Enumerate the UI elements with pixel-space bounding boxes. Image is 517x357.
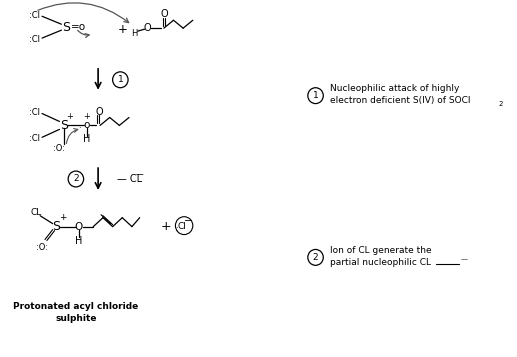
- Text: 1: 1: [117, 75, 123, 84]
- Text: O: O: [95, 106, 103, 116]
- Text: :Cl: :Cl: [29, 134, 40, 143]
- Text: 2: 2: [498, 101, 503, 107]
- Text: O: O: [160, 9, 168, 19]
- Text: Cl: Cl: [178, 222, 187, 231]
- Text: +: +: [160, 220, 171, 233]
- Text: =o: =o: [71, 22, 86, 32]
- Text: 2: 2: [73, 175, 79, 183]
- Text: :Cl: :Cl: [29, 35, 40, 44]
- Text: :: :: [175, 226, 177, 232]
- Text: +: +: [117, 23, 127, 36]
- Text: H: H: [75, 236, 83, 246]
- Text: CL: CL: [31, 208, 42, 217]
- Text: O: O: [74, 222, 83, 232]
- Text: Nucleophilic attack of highly: Nucleophilic attack of highly: [330, 84, 460, 93]
- Text: partial nucleophilic CL: partial nucleophilic CL: [330, 258, 431, 267]
- Text: :Cl: :Cl: [29, 11, 40, 20]
- Text: S: S: [62, 21, 70, 34]
- Text: H: H: [83, 134, 90, 144]
- Text: S: S: [60, 119, 68, 132]
- Text: sulphite: sulphite: [55, 315, 97, 323]
- Text: —: —: [461, 256, 467, 262]
- Text: −: −: [184, 216, 192, 226]
- Text: — CL: — CL: [117, 174, 143, 184]
- Text: :O:: :O:: [53, 144, 66, 153]
- Text: O: O: [144, 23, 151, 33]
- Text: Ion of CL generate the: Ion of CL generate the: [330, 246, 432, 255]
- Text: 2: 2: [313, 253, 318, 262]
- Text: —: —: [136, 171, 144, 180]
- Text: +: +: [58, 213, 66, 222]
- Text: Protonated acyl chloride: Protonated acyl chloride: [13, 302, 139, 312]
- Text: electron deficient S(IV) of SOCl: electron deficient S(IV) of SOCl: [330, 96, 470, 105]
- Text: +: +: [83, 112, 90, 121]
- Text: :O:: :O:: [36, 243, 48, 252]
- Text: 1: 1: [313, 91, 318, 100]
- Text: o: o: [83, 120, 90, 130]
- Text: +: +: [66, 112, 72, 121]
- Text: H: H: [131, 29, 137, 37]
- Text: S: S: [53, 220, 60, 233]
- Text: :Cl: :Cl: [29, 108, 40, 117]
- Text: .: .: [79, 121, 81, 130]
